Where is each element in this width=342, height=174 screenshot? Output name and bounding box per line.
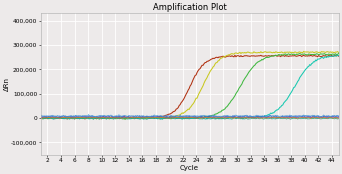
Y-axis label: ΔRn: ΔRn: [3, 77, 10, 91]
X-axis label: Cycle: Cycle: [180, 165, 199, 171]
Title: Amplification Plot: Amplification Plot: [153, 3, 226, 13]
